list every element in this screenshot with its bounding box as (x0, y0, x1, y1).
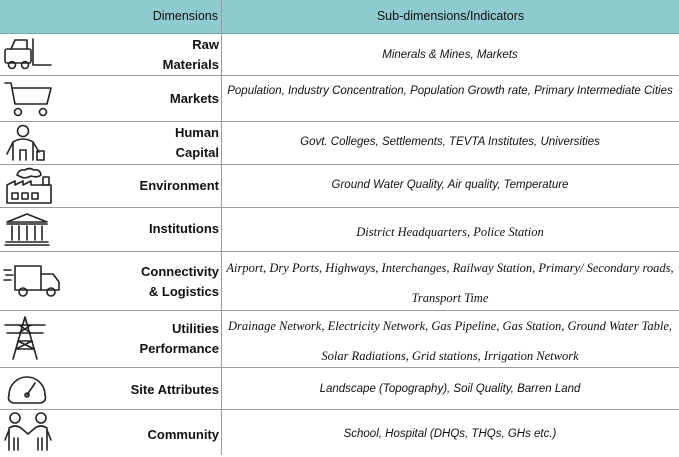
indicators-text: Airport, Dry Ports, Highways, Interchang… (226, 261, 674, 305)
dimension-label: Connectivity & Logistics (140, 264, 219, 299)
shopping-cart-icon (3, 80, 53, 123)
indicators-text: Landscape (Topography), Soil Quality, Ba… (319, 383, 581, 395)
table-row-markets: Markets Population, Industry Concentrati… (0, 76, 679, 122)
indicators-text: District Headquarters, Police Station (356, 225, 544, 239)
dimensions-column-header: Dimensions (152, 9, 218, 23)
dimension-label: Environment (139, 178, 219, 193)
dimension-label: Institutions (148, 221, 219, 236)
dimension-label: Community (147, 427, 220, 442)
indicators-text: Ground Water Quality, Air quality, Tempe… (331, 179, 569, 191)
table-row-environment: Environment Ground Water Quality, Air qu… (0, 165, 679, 208)
handshake-icon (3, 412, 55, 457)
power-tower-icon (3, 315, 49, 366)
institution-building-icon (3, 212, 53, 251)
delivery-truck-icon (3, 264, 63, 305)
forklift-icon (3, 37, 53, 76)
dimension-label: Site Attributes (130, 382, 219, 397)
table-row-human-capital: Human Capital Govt. Colleges, Settlement… (0, 122, 679, 165)
indicators-column-header: Sub-dimensions/Indicators (376, 9, 525, 23)
table-row-raw-materials: Raw Materials Minerals & Mines, Markets (0, 34, 679, 76)
indicators-text: School, Hospital (DHQs, THQs, GHs etc.) (343, 428, 557, 440)
table-row-connectivity-logistics: Connectivity & Logistics Airport, Dry Po… (0, 252, 679, 311)
table-row-institutions: Institutions District Headquarters, Poli… (0, 208, 679, 252)
indicators-text: Population, Industry Concentration, Popu… (227, 85, 673, 97)
dimension-label: Human Capital (174, 125, 219, 160)
indicators-text: Drainage Network, Electricity Network, G… (227, 319, 673, 363)
factory-icon (3, 167, 55, 210)
column-divider (221, 0, 222, 455)
dimension-label: Utilities Performance (139, 321, 219, 356)
indicators-text: Govt. Colleges, Settlements, TEVTA Insti… (300, 136, 600, 148)
dimension-label: Raw Materials (162, 37, 219, 72)
indicators-text: Minerals & Mines, Markets (382, 49, 518, 61)
dimension-label: Markets (169, 91, 219, 106)
table-row-site-attributes: Site Attributes Landscape (Topography), … (0, 368, 679, 410)
table-row-community: Community School, Hospital (DHQs, THQs, … (0, 410, 679, 455)
person-icon (3, 124, 49, 167)
gauge-icon (3, 369, 51, 412)
table-header: Dimensions Sub-dimensions/Indicators (0, 0, 679, 34)
table-row-utilities-performance: Utilities Performance Drainage Network, … (0, 311, 679, 368)
